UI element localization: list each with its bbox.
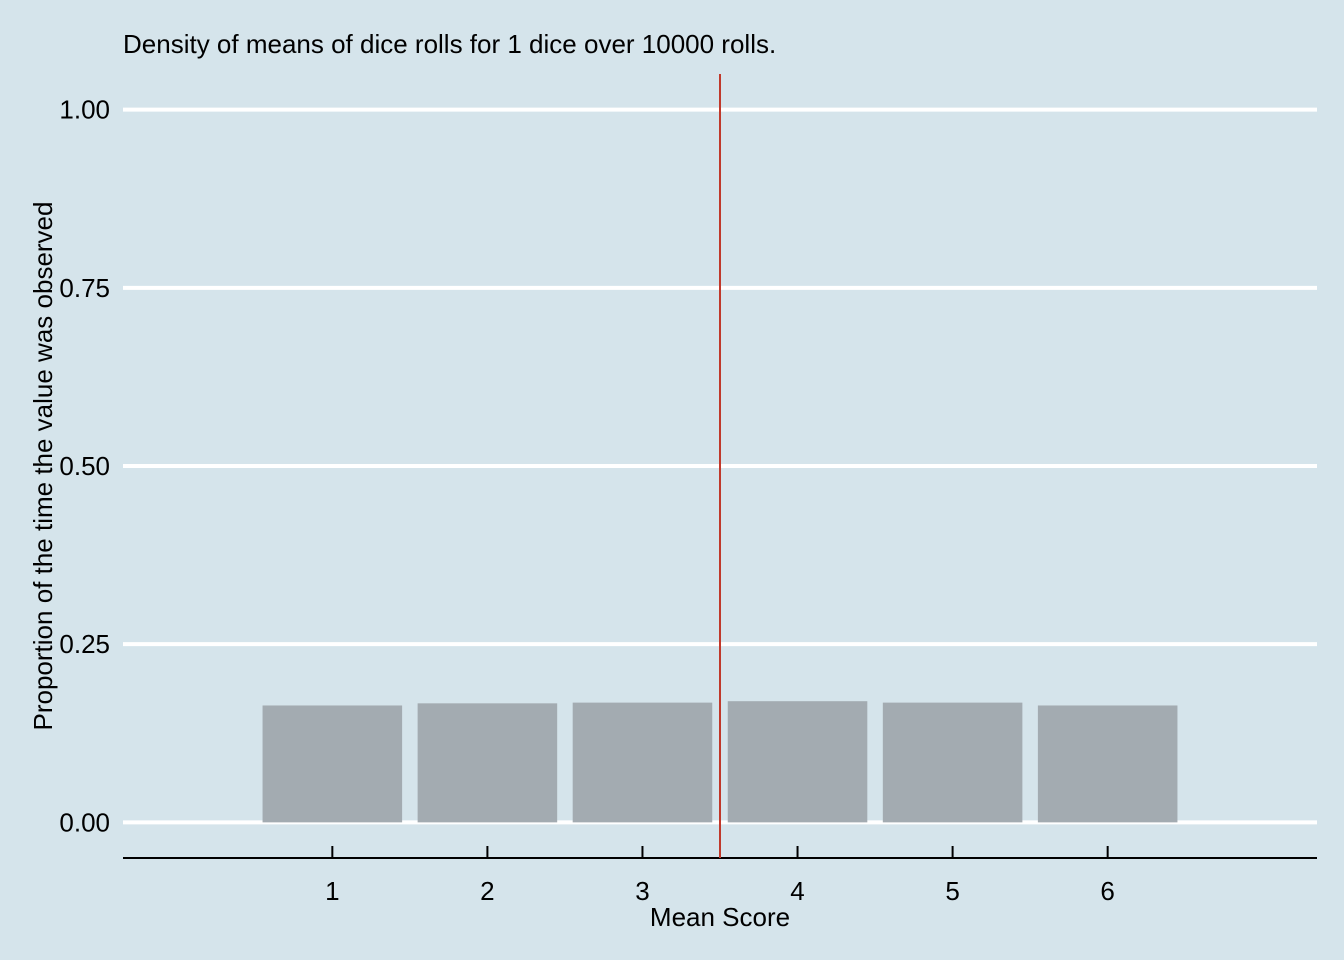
y-axis-label: Proportion of the time the value was obs… (28, 202, 58, 731)
y-tick-label: 0.25 (59, 629, 110, 659)
x-tick-label: 6 (1100, 876, 1114, 906)
x-tick-label: 5 (945, 876, 959, 906)
y-tick-label: 0.50 (59, 451, 110, 481)
x-tick-label: 1 (325, 876, 339, 906)
x-tick-label: 2 (480, 876, 494, 906)
bars (262, 701, 1178, 823)
chart-title: Density of means of dice rolls for 1 dic… (123, 29, 776, 59)
x-axis-label: Mean Score (650, 902, 790, 932)
bar-1 (262, 705, 403, 823)
bar-4 (727, 701, 868, 823)
y-tick-label: 1.00 (59, 95, 110, 125)
x-tick-label: 4 (790, 876, 804, 906)
y-tick-label: 0.75 (59, 273, 110, 303)
bar-6 (1037, 705, 1178, 823)
y-tick-label: 0.00 (59, 807, 110, 837)
bar-3 (572, 702, 713, 823)
bar-5 (882, 702, 1023, 823)
x-tick-label: 3 (635, 876, 649, 906)
bar-2 (417, 703, 558, 823)
